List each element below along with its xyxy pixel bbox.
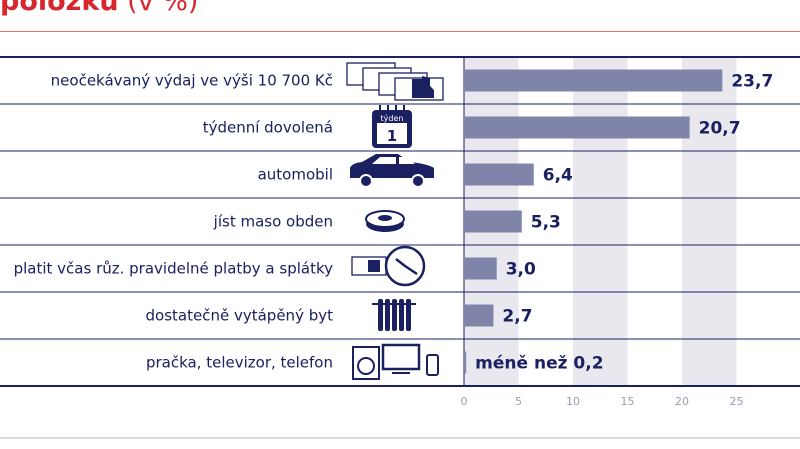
category-label: dostatečně vytápěný byt xyxy=(146,307,334,325)
value-label: 2,7 xyxy=(502,307,532,327)
bar xyxy=(464,210,522,233)
bar xyxy=(464,351,467,374)
row-6: dostatečně vytápěný byt 2,7 xyxy=(146,299,533,331)
x-tick-label: 20 xyxy=(675,395,689,408)
category-label: platit včas růz. pravidelné platby a spl… xyxy=(14,260,334,278)
row-4: jíst maso obden 5,3 xyxy=(213,210,561,233)
phone xyxy=(426,354,439,376)
category-label: týdenní dovolená xyxy=(203,119,333,137)
x-tick-label: 10 xyxy=(566,395,580,408)
bar xyxy=(464,257,497,280)
appliances-icon xyxy=(352,343,439,380)
car-body xyxy=(350,154,434,178)
car-wheel xyxy=(411,174,425,188)
banknote-clock-icon xyxy=(351,245,426,287)
banknote-mark xyxy=(368,260,380,272)
bar xyxy=(464,304,494,327)
x-tick-label: 15 xyxy=(621,395,635,408)
bar xyxy=(464,163,534,186)
grid-band xyxy=(573,57,628,386)
calendar-icon: týden 1 xyxy=(372,105,412,148)
x-tick-label: 5 xyxy=(515,395,522,408)
car-wheel xyxy=(359,174,373,188)
x-tick-label: 25 xyxy=(730,395,744,408)
value-label: 3,0 xyxy=(506,260,536,280)
row-7: pračka, televizor, telefon méně než 0,2 xyxy=(146,343,604,380)
category-label: automobil xyxy=(258,166,333,184)
calendar-word: týden xyxy=(381,114,404,123)
row-2: týdenní dovolená týden 1 20,7 xyxy=(203,105,741,148)
value-label: 6,4 xyxy=(543,166,573,186)
radiator-fin xyxy=(378,299,383,331)
row-1: neočekávaný výdaj ve výši 10 700 Kč 23,7 xyxy=(51,62,773,101)
washer-door xyxy=(357,357,375,375)
radiator-fin xyxy=(392,299,397,331)
bar xyxy=(464,116,690,139)
calendar-page xyxy=(377,123,407,144)
clock-hands xyxy=(395,258,418,276)
category-label: jíst maso obden xyxy=(213,213,333,231)
calendar-number: 1 xyxy=(387,127,397,145)
bar xyxy=(464,69,723,92)
x-tick-label: 0 xyxy=(461,395,468,408)
radiator-fin xyxy=(385,299,390,331)
banknote-portrait xyxy=(412,76,434,98)
value-label: 5,3 xyxy=(531,213,561,233)
value-label: 23,7 xyxy=(731,72,773,92)
banknotes-icon xyxy=(346,62,444,101)
meat-icon xyxy=(365,210,405,232)
category-label: neočekávaný výdaj ve výši 10 700 Kč xyxy=(51,72,333,90)
row-3: automobil 6,4 xyxy=(258,154,573,188)
car-icon xyxy=(350,154,434,188)
tv-screen xyxy=(381,343,421,371)
radiator-icon xyxy=(372,299,416,331)
title-divider xyxy=(0,31,800,32)
chart-title: položku (v %) xyxy=(0,0,199,17)
value-label: méně než 0,2 xyxy=(475,354,603,374)
meat-bone xyxy=(378,215,392,221)
radiator-fin xyxy=(406,299,411,331)
value-label: 20,7 xyxy=(699,119,741,139)
category-label: pračka, televizor, telefon xyxy=(146,354,333,372)
row-5: platit včas růz. pravidelné platby a spl… xyxy=(14,245,536,287)
grid-band xyxy=(682,57,737,386)
car-window xyxy=(372,157,415,164)
radiator-fin xyxy=(399,299,404,331)
